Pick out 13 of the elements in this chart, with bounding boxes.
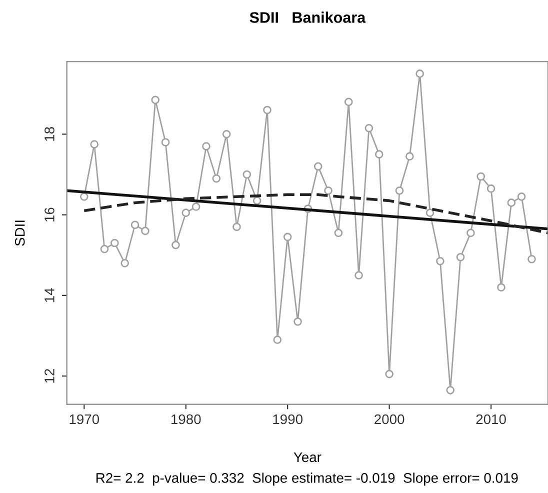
text: R2= 2.2 p-value= 0.332 Slope estimate= -0.019 Slope error= 0.019 (96, 472, 518, 486)
y-tick-label: 18 (44, 127, 54, 141)
y-tick-label: 16 (44, 208, 54, 222)
x-axis-title: Year (294, 452, 322, 462)
x-tick-label: 2000 (374, 414, 404, 424)
y-tick-label: 12 (44, 369, 54, 383)
x-tick-label: 2010 (476, 414, 506, 424)
x-tick-label: 1970 (70, 414, 100, 424)
chart-title: SDII Banikoara (250, 12, 366, 23)
x-tick-label: 1990 (273, 414, 302, 424)
y-axis-title: SDII (14, 220, 25, 246)
y-tick-label: 14 (44, 288, 54, 302)
x-tick-label: 1980 (171, 414, 201, 424)
